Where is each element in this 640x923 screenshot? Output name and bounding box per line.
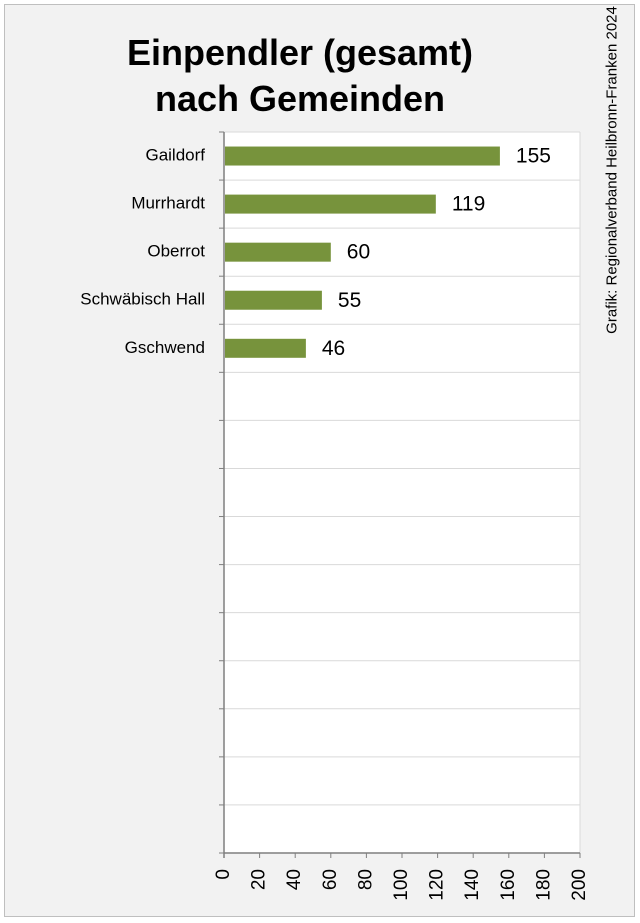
data-label: 155 — [516, 145, 551, 168]
bar — [225, 194, 436, 214]
category-label: Oberrot — [147, 242, 205, 261]
category-label: Gschwend — [125, 338, 205, 357]
x-tick-label: 200 — [569, 869, 590, 901]
chart-title: Einpendler (gesamt) nach Gemeinden — [100, 30, 500, 122]
x-tick-label: 120 — [427, 869, 448, 901]
x-tick-label: 80 — [355, 869, 376, 890]
x-tick-label: 100 — [391, 869, 412, 901]
x-tick-label: 40 — [284, 869, 305, 890]
plot-area — [224, 132, 580, 853]
data-label: 46 — [322, 337, 345, 360]
category-label: Murrhardt — [131, 194, 205, 213]
bar — [225, 290, 322, 310]
x-tick-label: 140 — [462, 869, 483, 901]
data-label: 60 — [347, 241, 370, 264]
category-label: Gaildorf — [145, 146, 205, 165]
data-label: 55 — [338, 289, 361, 312]
data-label: 119 — [452, 193, 485, 216]
x-tick-label: 0 — [213, 869, 234, 880]
bar — [225, 146, 500, 166]
x-tick-label: 180 — [533, 869, 554, 901]
x-tick-label: 20 — [249, 869, 270, 890]
x-tick-label: 60 — [320, 869, 341, 890]
category-label: Schwäbisch Hall — [80, 290, 205, 309]
bar — [225, 338, 306, 358]
x-tick-label: 160 — [498, 869, 519, 901]
chart-title-line-1: Einpendler (gesamt) — [126, 32, 474, 73]
bar — [225, 242, 331, 262]
chart-title-line-2: nach Gemeinden — [154, 78, 446, 119]
